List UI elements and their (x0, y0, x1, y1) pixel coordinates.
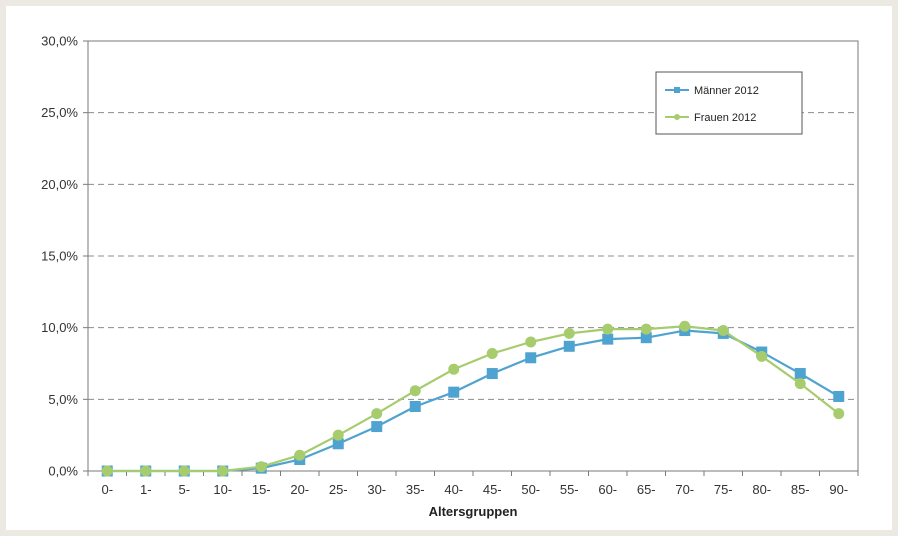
x-tick-label: 25- (329, 482, 348, 497)
x-tick-label: 45- (483, 482, 502, 497)
x-tick-label: 60- (598, 482, 617, 497)
legend-label: Frauen 2012 (694, 112, 756, 124)
legend-item: Männer 2012 (665, 85, 759, 97)
data-point-square (525, 352, 537, 364)
data-point-square (486, 368, 498, 380)
x-tick-label: 55- (560, 482, 579, 497)
y-tick-label: 20,0% (41, 177, 78, 192)
data-point-circle (409, 385, 421, 397)
x-tick-label: 5- (178, 482, 190, 497)
legend-swatch-square (674, 87, 680, 93)
series-maenner (101, 325, 845, 477)
data-point-circle (833, 408, 845, 420)
legend: Männer 2012 Frauen 2012 (655, 71, 803, 135)
data-point-square (332, 438, 344, 450)
x-tick-label: 50- (521, 482, 540, 497)
x-tick-label: 0- (101, 482, 113, 497)
x-tick-label: 40- (444, 482, 463, 497)
x-tick-label: 10- (213, 482, 232, 497)
data-point-circle (717, 325, 729, 337)
y-tick-label: 15,0% (41, 249, 78, 264)
data-point-circle (794, 378, 806, 390)
data-point-square (794, 368, 806, 380)
data-point-circle (525, 336, 537, 348)
x-tick-label: 70- (675, 482, 694, 497)
axes: 0,0% 5,0% 10,0% 15,0% 20,0% 25,0% 30,0% 0- 1- 5- 1… (41, 34, 859, 497)
x-tick-label: 1- (140, 482, 152, 497)
x-tick-label: 75- (714, 482, 733, 497)
legend-box (655, 71, 803, 135)
data-point-circle (679, 320, 691, 332)
data-point-circle (101, 465, 113, 477)
y-tick-label: 25,0% (41, 105, 78, 120)
data-point-square (640, 332, 652, 344)
x-tick-label: 20- (290, 482, 309, 497)
legend-swatch-circle (674, 114, 680, 120)
data-point-square (371, 421, 383, 433)
data-point-circle (178, 465, 190, 477)
data-point-circle (640, 323, 652, 335)
series-line (107, 325, 840, 473)
x-tick-label: 85- (791, 482, 810, 497)
series-layer (101, 320, 845, 477)
data-point-circle (756, 350, 768, 362)
y-tick-label: 5,0% (48, 392, 78, 407)
data-point-circle (602, 323, 614, 335)
data-point-circle (255, 461, 267, 473)
line-chart: 0,0% 5,0% 10,0% 15,0% 20,0% 25,0% 30,0% 0- 1- 5- 1… (41, 34, 859, 519)
data-point-square (602, 333, 614, 345)
legend-item: Frauen 2012 (665, 112, 756, 124)
data-point-circle (217, 465, 229, 477)
data-point-square (448, 386, 460, 398)
data-point-circle (371, 408, 383, 420)
data-point-circle (563, 327, 575, 339)
series-frauen (101, 320, 845, 477)
legend-label: Männer 2012 (694, 85, 759, 97)
y-tick-label: 10,0% (41, 320, 78, 335)
x-tick-label: 65- (637, 482, 656, 497)
data-point-square (409, 401, 421, 412)
y-tick-label: 30,0% (41, 34, 78, 49)
data-point-square (833, 390, 845, 402)
data-point-circle (448, 363, 460, 375)
x-axis-title: Altersgruppen (429, 504, 518, 519)
data-point-circle (332, 429, 344, 441)
x-tick-label: 15- (252, 482, 271, 497)
y-tick-label: 0,0% (48, 464, 78, 479)
data-point-circle (140, 465, 152, 477)
series-line (107, 329, 840, 473)
chart-frame: 0,0% 5,0% 10,0% 15,0% 20,0% 25,0% 30,0% 0- 1- 5- 1… (6, 6, 892, 530)
x-tick-label: 80- (752, 482, 771, 497)
x-tick-label: 35- (406, 482, 425, 497)
x-tick-label: 30- (367, 482, 386, 497)
data-point-circle (486, 347, 498, 359)
data-point-square (563, 340, 575, 352)
data-point-circle (294, 449, 306, 461)
x-tick-label: 90- (829, 482, 848, 497)
